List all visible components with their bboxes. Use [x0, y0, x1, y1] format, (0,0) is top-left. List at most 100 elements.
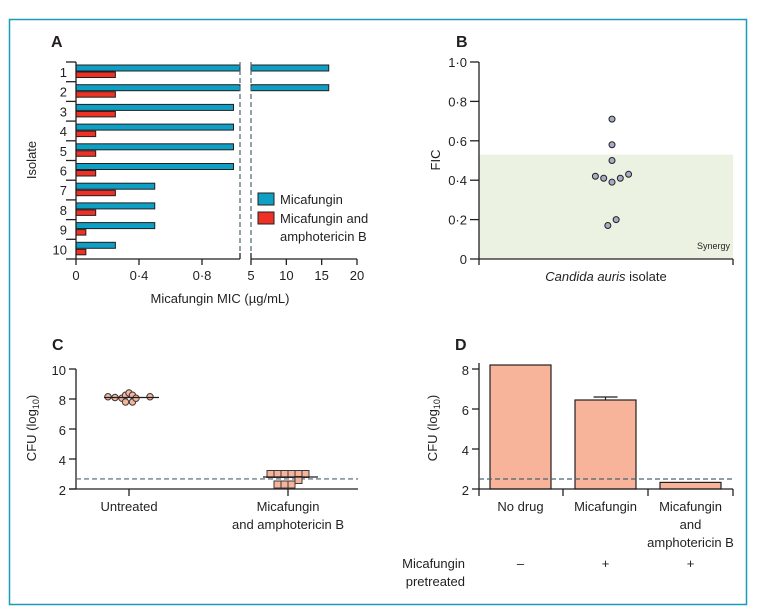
pretreated-value: –: [517, 556, 525, 571]
panel-d: No drug Micafungin Micafungin and amphoteric…: [402, 363, 734, 589]
bar-combination: [75, 71, 116, 78]
y-tick-label: 8: [462, 363, 469, 378]
y-tick-label: 1: [60, 65, 67, 80]
panel-a-legend: Micafungin Micafungin and amphotericin B: [257, 192, 368, 244]
untreated-point: [104, 393, 112, 401]
pretreated-row-label: pretreated: [406, 574, 465, 589]
bar-micafungin-continued: [250, 64, 330, 72]
x-category-label: Untreated: [100, 499, 157, 514]
bar: [489, 364, 552, 490]
bar-combination: [75, 229, 87, 236]
x-category-label: and amphotericin B: [232, 517, 344, 532]
fic-point: [625, 170, 633, 178]
fic-point: [612, 216, 620, 224]
untreated-point: [146, 393, 154, 401]
y-tick-label: 1·0: [448, 55, 467, 70]
y-tick-label: 8: [59, 393, 66, 408]
x-tick-label: 0·8: [193, 268, 212, 283]
bar-micafungin: [75, 163, 234, 170]
legend-swatch-micafungin: [257, 192, 275, 206]
panel-d-bars: [489, 364, 722, 490]
bar-combination: [75, 130, 97, 138]
x-tick-label: 10: [279, 268, 293, 283]
x-category-label: Micafungin: [574, 499, 637, 514]
y-tick-label: 0·4: [448, 173, 467, 188]
bar-micafungin: [75, 84, 241, 92]
y-tick-label: 9: [60, 223, 67, 238]
y-tick-label: 2: [462, 483, 469, 498]
panel-label-c: C: [52, 337, 64, 354]
bar-combination: [75, 91, 116, 98]
panel-c-axes: 2 4 6 8 10 Untreated Micafungin and amphoterici…: [52, 363, 358, 532]
x-tick-label: 0: [72, 268, 79, 283]
panel-d-ylabel: CFU (log10): [425, 395, 442, 461]
y-tick-label: 2: [59, 483, 66, 498]
y-tick-label: 6: [60, 164, 67, 179]
fic-point: [591, 172, 599, 180]
bar-combination: [75, 110, 116, 118]
y-tick-label: 3: [60, 104, 67, 119]
pretreated-row-label: Micafungin: [402, 556, 465, 571]
y-tick-label: 10: [53, 242, 67, 257]
combination-point: [287, 480, 296, 489]
bar-combination: [75, 150, 97, 157]
panel-d-axes: No drug Micafungin Micafungin and amphoteric…: [462, 363, 734, 550]
pretreated-value: +: [687, 556, 695, 571]
fic-point: [600, 174, 608, 182]
y-tick-label: 2: [60, 85, 67, 100]
y-tick-label: 6: [59, 423, 66, 438]
x-tick-label: 5: [247, 268, 254, 283]
fic-point: [604, 222, 612, 230]
panel-c-points: [104, 389, 318, 489]
x-tick-label: 20: [350, 268, 364, 283]
x-category-label: Micafungin: [659, 499, 722, 514]
y-tick-label: 5: [60, 144, 67, 159]
bar-combination: [75, 189, 116, 197]
figure-frame: [8, 18, 748, 606]
panel-a-ylabel: Isolate: [24, 141, 39, 179]
synergy-label: Synergy: [697, 241, 731, 251]
panel-label-d: D: [455, 337, 467, 354]
y-tick-label: 6: [462, 403, 469, 418]
y-tick-label: 4: [462, 443, 469, 458]
panel-b-ylabel: FIC: [428, 150, 443, 171]
bar-micafungin: [75, 241, 116, 249]
x-category-label: No drug: [497, 499, 543, 514]
bar-combination: [75, 248, 87, 256]
bar-micafungin: [75, 143, 234, 151]
bar-micafungin: [75, 123, 234, 131]
bar-combination: [75, 209, 97, 216]
combination-point: [280, 480, 289, 489]
legend-label-micafungin: Micafungin: [280, 192, 343, 207]
fic-point: [616, 174, 624, 182]
pretreated-value: +: [602, 556, 610, 571]
pretreated-row: – + + Micafungin pretreated: [402, 556, 694, 589]
y-tick-label: 0·8: [448, 94, 467, 109]
bar-micafungin: [75, 202, 156, 210]
panel-a-bars: [75, 64, 330, 256]
fic-point: [608, 178, 616, 186]
bar-micafungin: [75, 182, 156, 190]
panel-b-xlabel-species: Candida auris: [545, 269, 626, 284]
bar-micafungin: [75, 222, 156, 230]
y-tick-label: 0·2: [448, 213, 467, 228]
bar-micafungin-continued: [250, 84, 330, 92]
panel-b-points: [591, 115, 633, 230]
bar-micafungin: [75, 64, 241, 72]
panel-a-axes: 1 2 3 4 5 6 7 8 9 10 0 0·4 0·8 5 10 15 20: [53, 61, 364, 283]
y-tick-label: 0: [460, 252, 467, 267]
fic-point: [608, 115, 616, 123]
fic-point: [608, 141, 616, 149]
y-tick-label: 7: [60, 183, 67, 198]
bar: [659, 481, 722, 490]
legend-label-combination-1: Micafungin and: [280, 211, 368, 226]
panel-b-xlabel-rest: isolate: [626, 269, 667, 284]
legend-swatch-combination: [257, 211, 275, 225]
fic-point: [608, 157, 616, 164]
panel-c-ylabel: CFU (log10): [24, 395, 41, 461]
bar: [574, 399, 637, 490]
panel-b: Synergy 0 0·2 0·4 0·6 0·8 1·0 FIC Candida aur…: [428, 55, 734, 284]
bar-micafungin: [75, 103, 234, 111]
y-tick-label: 4: [60, 124, 67, 139]
y-tick-label: 4: [59, 453, 66, 468]
